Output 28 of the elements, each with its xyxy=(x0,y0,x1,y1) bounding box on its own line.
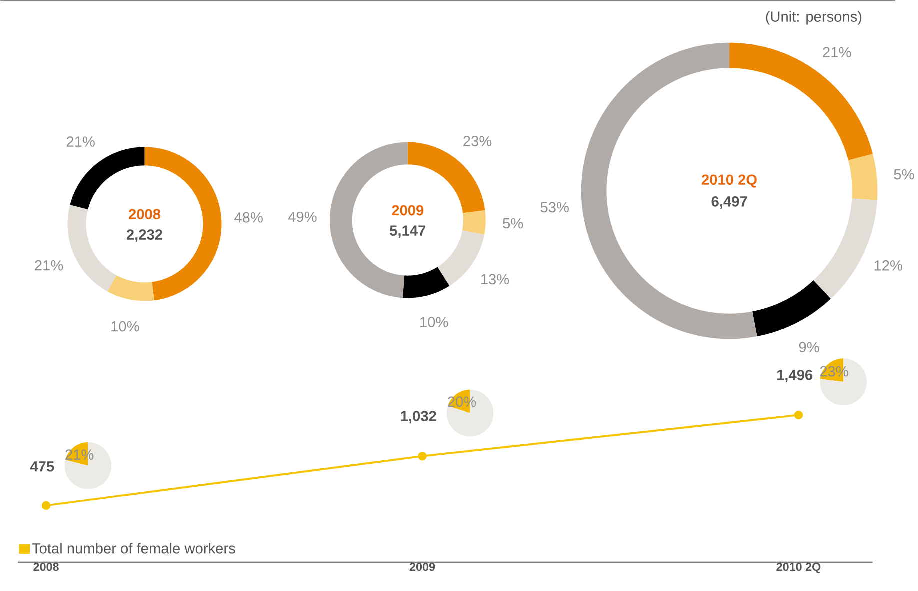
data-label: 5% xyxy=(503,218,524,229)
x-tick-label: 2009 xyxy=(410,563,436,572)
text: 2008 xyxy=(128,209,161,220)
data-label: 5% xyxy=(894,170,914,180)
text: 2009 xyxy=(392,206,424,216)
text: 2010 2Q xyxy=(702,174,757,188)
data-label: 23% xyxy=(464,136,492,147)
data-label: 1,496 xyxy=(777,370,813,383)
data-label: 10% xyxy=(420,317,448,328)
data-label: 12% xyxy=(874,260,902,272)
legend-label: Total number of female workers xyxy=(32,543,236,554)
data-label: 21% xyxy=(823,47,852,58)
data-label: 1,032 xyxy=(401,411,436,424)
data-label: 49% xyxy=(288,212,317,222)
data-label: 21% xyxy=(35,260,64,271)
data-label: 53% xyxy=(540,202,569,213)
data-label: 21% xyxy=(66,136,95,148)
text: 6,497 xyxy=(712,196,748,210)
text: 2,232 xyxy=(126,230,162,242)
data-label: 48% xyxy=(234,212,263,223)
data-label: 13% xyxy=(481,274,510,285)
data-label: 9% xyxy=(799,342,820,353)
x-tick-label: 2010 2Q xyxy=(776,563,821,574)
data-label: 10% xyxy=(112,322,140,332)
x-tick-label: 2008 xyxy=(34,563,59,572)
text: (Unit: persons) xyxy=(766,11,862,26)
text: 5,147 xyxy=(390,226,426,238)
data-label: 475 xyxy=(30,462,54,472)
